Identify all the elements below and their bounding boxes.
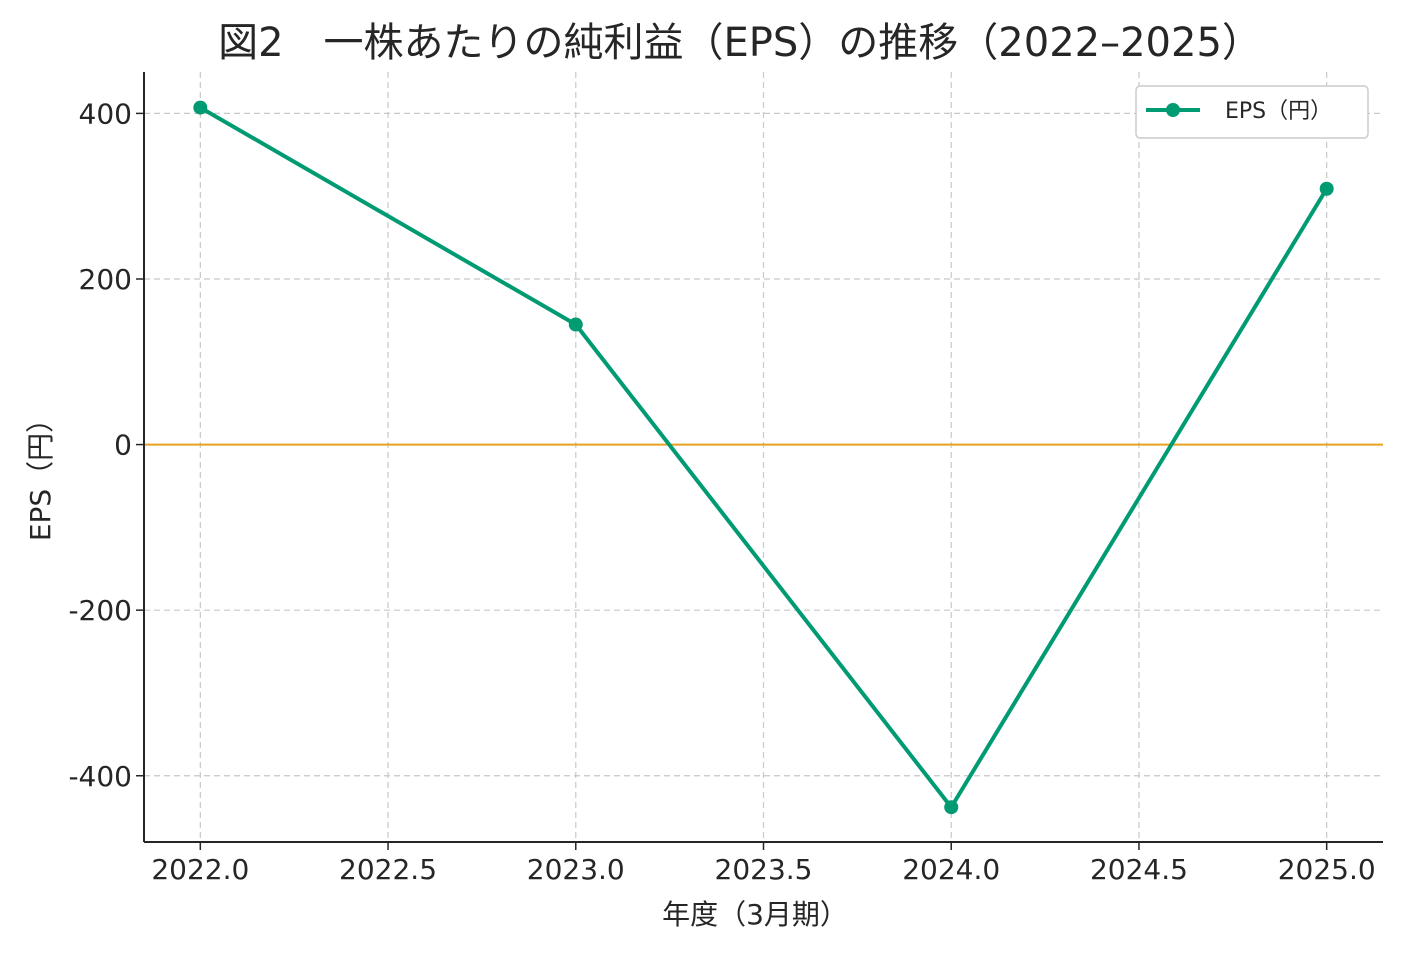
x-tick-label: 2022.5 <box>339 853 437 886</box>
y-tick-label: -200 <box>68 594 132 627</box>
y-tick-label: 0 <box>114 429 132 462</box>
data-point <box>193 100 208 115</box>
x-tick-label: 2024.0 <box>902 853 1000 886</box>
legend-box <box>1135 85 1369 139</box>
x-axis-ticks: 2022.0 2022.5 2023.0 2023.5 2024.0 2024.5 2025… <box>151 842 1376 886</box>
series-points <box>193 100 1334 815</box>
x-tick-label: 2023.0 <box>527 853 625 886</box>
series-lines <box>199 105 1329 810</box>
chart-title: 図2 一株あたりの純利益（EPS）の推移（2022–2025） <box>218 20 1262 66</box>
x-tick-label: 2023.5 <box>715 853 813 886</box>
y-tick-label: 400 <box>79 97 132 130</box>
data-point <box>944 800 959 815</box>
y-axis-ticks: -400 -200 0 200 400 <box>68 97 144 793</box>
series-line-eps <box>199 105 1329 810</box>
y-tick-label: 200 <box>79 263 132 296</box>
legend-entry-eps: EPS（円） <box>1225 99 1332 124</box>
data-point <box>1319 181 1334 196</box>
y-tick-label: -400 <box>68 760 132 793</box>
x-tick-label: 2022.0 <box>151 853 249 886</box>
x-axis-label: 年度（3月期） <box>662 898 848 931</box>
legend: EPS（円） <box>1135 85 1369 139</box>
grid-lines <box>144 72 1383 842</box>
y-axis-label: EPS（円） <box>24 405 57 541</box>
data-point <box>568 317 583 332</box>
x-tick-label: 2024.5 <box>1090 853 1188 886</box>
x-tick-label: 2025.0 <box>1278 853 1376 886</box>
legend-marker-swatch <box>1166 103 1180 117</box>
